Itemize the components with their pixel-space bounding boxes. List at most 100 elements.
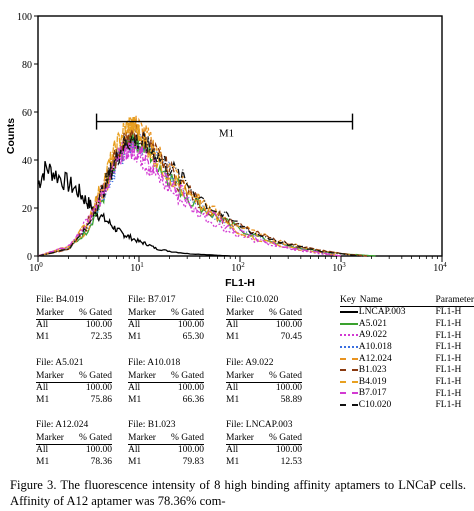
stats-row: All 100.00 [128,320,204,332]
y-tick-label: 0 [27,252,32,263]
stats-row: M1 72.35 [36,332,112,344]
key-row: B1.023 FL1-H [339,365,474,377]
legend-parameter: FL1-H [435,353,462,364]
stats-header-marker: Marker [128,432,158,445]
key-header-parameter: Parameter [425,294,474,307]
stats-row: M1 65.30 [128,332,204,344]
series-line-a10-018 [37,134,342,257]
stats-row: M1 58.89 [226,395,302,407]
series-key: Key Name Parameter LNCAP.003 FL1-H A5.021 FL1-… [339,294,474,411]
stats-header-gated: % Gated [66,432,112,445]
stats-file-name: File: B1.023 [128,420,176,430]
legend-series-name: B4.019 [358,376,387,387]
legend-swatch [339,392,358,395]
y-tick-label: 60 [22,108,32,119]
key-row: C10.020 FL1-H [339,399,474,411]
gate-stats-b1-023: File: B1.023 Marker% Gated All 100.00 M1 79.8… [128,420,204,468]
stats-marker: All [36,320,49,330]
legend-swatch [339,346,358,349]
stats-marker: M1 [128,331,142,342]
stats-header-marker: Marker [226,307,256,320]
series-line-lncap-003 [37,160,231,257]
x-tick-label: 104 [433,261,447,274]
stats-marker: M1 [226,394,240,405]
legend-parameter: FL1-H [435,400,462,411]
key-name-cell: A10.018 [339,341,406,353]
series-line-a9-022 [37,138,342,257]
key-row: A12.024 FL1-H [339,353,474,365]
stats-row: All 100.00 [226,383,302,395]
stats-marker: All [226,445,239,455]
key-header-key: Key [340,294,360,307]
gate-stats-c10-020: File: C10.020 Marker% Gated All 100.00 M1 70.… [226,295,302,343]
stats-row: All 100.00 [226,445,302,457]
stats-header-gated: % Gated [256,370,302,383]
legend-parameter: FL1-H [435,388,462,399]
key-row: A10.018 FL1-H [339,341,474,353]
stats-header-gated: % Gated [66,307,112,320]
stats-file-name: File: A9.022 [226,358,274,368]
key-row: A9.022 FL1-H [339,330,474,342]
legend-parameter: FL1-H [435,342,462,353]
legend-series-name: A5.021 [358,318,388,329]
stats-file-name: File: A5.021 [36,358,84,368]
key-name-cell: B1.023 [339,365,406,377]
x-tick-label: 100 [29,261,43,274]
figure-caption: Figure 3. The fluorescence intensity of … [10,478,466,508]
stats-gated-value: 100.00 [85,320,112,330]
stats-marker: All [128,383,141,393]
key-row: B4.019 FL1-H [339,376,474,388]
stats-gated-value: 12.53 [280,456,302,467]
gate-stats-b4-019: File: B4.019 Marker% Gated All 100.00 M1 72.3… [36,295,112,343]
y-tick-label: 20 [22,204,32,215]
gate-stats-a12-024: File: A12.024 Marker% Gated All 100.00 M1 78.… [36,420,112,468]
key-name-cell: B4.019 [339,376,406,388]
stats-gated-value: 66.36 [182,394,204,405]
stats-marker: All [128,320,141,330]
stats-row: M1 70.45 [226,332,302,344]
stats-marker: M1 [128,394,142,405]
stats-header-marker: Marker [36,307,66,320]
gate-stats-b7-017: File: B7.017 Marker% Gated All 100.00 M1 65.3… [128,295,204,343]
stats-gated-value: 75.86 [90,394,112,405]
stats-gated-value: 100.00 [177,445,204,455]
x-tick-label: 103 [332,261,346,274]
y-tick-label: 80 [22,60,32,71]
legend-swatch [339,369,358,372]
stats-header-marker: Marker [36,370,66,383]
series-line-b7-017 [37,139,342,257]
key-row: B7.017 FL1-H [339,388,474,400]
stats-marker: All [36,383,49,393]
gate-stats-a10-018: File: A10.018 Marker% Gated All 100.00 M1 66.… [128,358,204,406]
stats-row: M1 12.53 [226,457,302,469]
stats-marker: All [226,320,239,330]
series-line-c10-020 [37,130,359,257]
stats-marker: All [226,383,239,393]
legend-parameter: FL1-H [435,318,462,329]
legend-series-name: A12.024 [358,353,392,364]
stats-header-gated: % Gated [256,307,302,320]
stats-header-gated: % Gated [158,307,204,320]
key-row: A5.021 FL1-H [339,318,474,330]
stats-header-marker: Marker [36,432,66,445]
gate-stats-lncap-003: File: LNCAP.003 Marker% Gated All 100.00 M1 1… [226,420,302,468]
stats-gated-value: 79.83 [182,456,204,467]
stats-marker: All [128,445,141,455]
stats-gated-value: 100.00 [275,320,302,330]
stats-row: M1 75.86 [36,395,112,407]
stats-row: All 100.00 [128,445,204,457]
stats-gated-value: 58.89 [280,394,302,405]
legend-swatch [339,380,358,383]
gate-label: M1 [219,128,234,140]
gate-stats-a5-021: File: A5.021 Marker% Gated All 100.00 M1 75.8… [36,358,112,406]
stats-row: M1 78.36 [36,457,112,469]
stats-gated-value: 100.00 [177,320,204,330]
stats-header-marker: Marker [226,370,256,383]
key-name-cell: C10.020 [339,399,406,411]
legend-parameter: FL1-H [435,376,462,387]
key-row: LNCAP.003 FL1-H [339,306,474,318]
stats-header-marker: Marker [128,307,158,320]
legend-parameter: FL1-H [435,330,462,341]
stats-header-gated: % Gated [158,370,204,383]
stats-gated-value: 65.30 [182,331,204,342]
